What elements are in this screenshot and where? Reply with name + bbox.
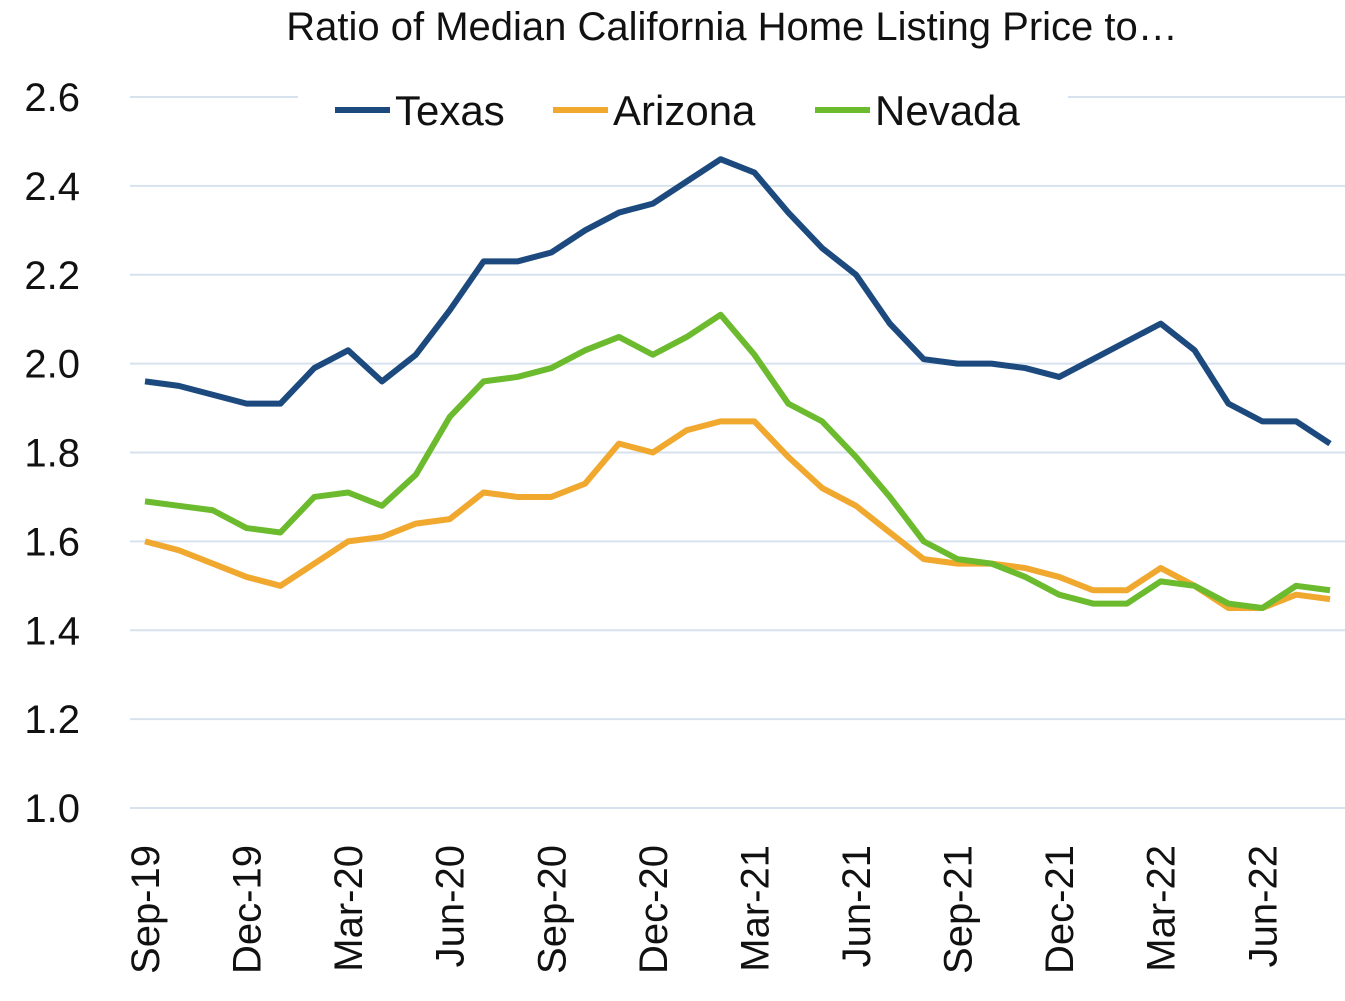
x-tick-label: Dec-20	[632, 845, 676, 974]
x-tick-label: Sep-20	[530, 845, 574, 974]
x-tick-label: Mar-20	[327, 845, 371, 972]
legend-background	[298, 78, 1068, 138]
x-tick-label: Jun-20	[429, 845, 473, 967]
y-tick-label: 1.2	[24, 698, 80, 742]
y-tick-label: 1.4	[24, 609, 80, 653]
y-tick-label: 2.2	[24, 254, 80, 298]
y-tick-label: 2.0	[24, 343, 80, 387]
y-tick-label: 2.6	[24, 76, 80, 120]
y-tick-label: 2.4	[24, 165, 80, 209]
x-tick-label: Jun-22	[1241, 845, 1285, 967]
y-tick-label: 1.8	[24, 432, 80, 476]
y-tick-label: 1.0	[24, 787, 80, 831]
legend-label: Nevada	[875, 87, 1020, 134]
chart-title: Ratio of Median California Home Listing …	[286, 5, 1178, 49]
line-series	[144, 156, 1332, 447]
x-tick-label: Dec-19	[226, 845, 270, 974]
x-tick-label: Sep-21	[937, 845, 981, 974]
legend-label: Texas	[395, 87, 505, 134]
legend-label: Arizona	[613, 87, 756, 134]
x-tick-label: Jun-21	[835, 845, 879, 967]
x-tick-label: Mar-22	[1140, 845, 1184, 972]
x-tick-label: Mar-21	[733, 845, 777, 972]
line-series	[144, 418, 1331, 612]
y-tick-label: 1.6	[24, 520, 80, 564]
line-series	[144, 311, 1331, 612]
x-tick-label: Dec-21	[1038, 845, 1082, 974]
x-tick-label: Sep-19	[124, 845, 168, 974]
